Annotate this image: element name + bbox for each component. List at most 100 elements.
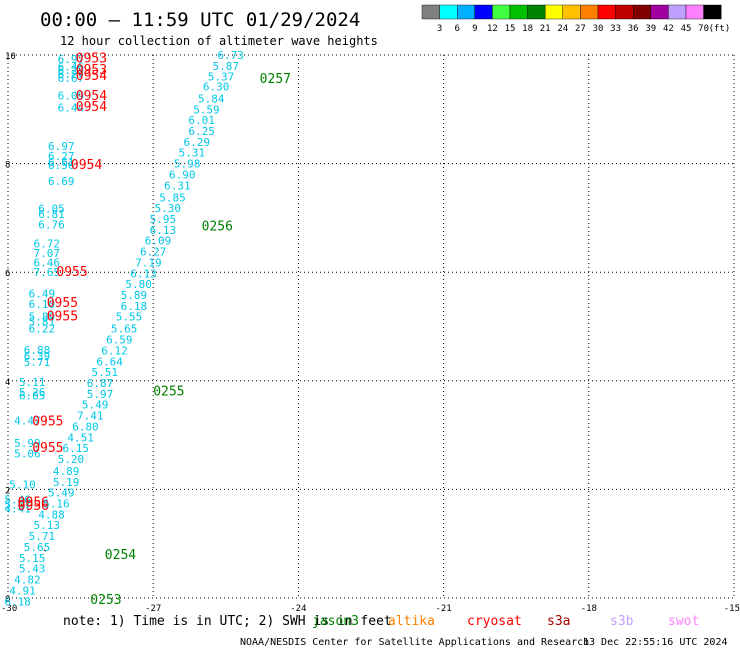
y-tick-label: 6 xyxy=(5,269,10,279)
swh-value-label: 5.99 xyxy=(14,437,41,450)
x-tick-label: -24 xyxy=(290,604,306,614)
x-tick-label: -27 xyxy=(145,604,161,614)
swh-value-label: 5.46 xyxy=(4,494,31,507)
swh-value-label: 5.55 xyxy=(116,311,143,324)
color-swatch xyxy=(545,4,564,20)
color-scale-label: 45 xyxy=(681,24,692,34)
swh-value-label: 7.65 xyxy=(33,266,60,279)
pass-time-label: 0955 xyxy=(56,265,87,280)
color-swatch xyxy=(633,4,652,20)
swh-value-label: 6.15 xyxy=(63,442,90,455)
pass-time-label: 0956 xyxy=(18,495,49,510)
satellite-track: 6.735.875.376.305.845.596.016.256.295.31… xyxy=(4,49,291,608)
color-swatch xyxy=(509,4,528,20)
units-note: note: 1) Time is in UTC; 2) SWH is in fe… xyxy=(63,614,392,629)
swh-value-label: 5.95 xyxy=(150,213,177,226)
swh-plot-area: 6.976.466.226.276.676.096.446.976.276.61… xyxy=(4,49,291,608)
swh-value-label: 6.05 xyxy=(19,389,46,402)
color-scale-label: 30 xyxy=(593,24,604,34)
axis-tick-labels: -30 -27 -24 -21 -18 -15 0 2 4 6 8 10 xyxy=(1,52,740,614)
color-scale-label: 27 xyxy=(575,24,586,34)
swh-value-label: 6.13 xyxy=(130,267,157,280)
swh-value-label: 4.82 xyxy=(14,574,41,587)
color-scale-label: 18 xyxy=(522,24,533,34)
swh-value-label: 5.13 xyxy=(33,519,60,532)
swh-value-label: 5.49 xyxy=(82,399,109,412)
color-scale-label: 15 xyxy=(505,24,516,34)
chart-title: 00:00 – 11:59 UTC 01/29/2024 xyxy=(40,9,360,31)
swh-value-label: 5.26 xyxy=(19,386,46,399)
swh-value-label: 7.19 xyxy=(135,256,162,269)
pass-time-label: 0256 xyxy=(202,220,233,235)
color-scale-label: 42 xyxy=(663,24,674,34)
swh-value-label: 6.13 xyxy=(150,224,177,237)
lat-lon-grid xyxy=(7,54,735,599)
swh-value-label: 6.67 xyxy=(58,72,85,85)
color-swatch xyxy=(527,4,546,20)
swh-value-label: 6.49 xyxy=(29,287,56,300)
x-tick-label: -30 xyxy=(1,604,17,614)
color-swatch xyxy=(650,4,669,20)
swh-value-label: 5.80 xyxy=(125,278,152,291)
swh-value-label: 4.89 xyxy=(53,465,80,478)
swh-value-label: 5.49 xyxy=(48,487,75,500)
pass-time-label: 0257 xyxy=(260,72,291,87)
color-scale-label: 21 xyxy=(540,24,551,34)
color-scale-label: (ft) xyxy=(709,24,731,34)
swh-value-label: 5.15 xyxy=(19,552,46,565)
satellite-legend: jason3 altika cryosat s3a s3b swot xyxy=(312,614,699,629)
satellite-legend-item: jason3 xyxy=(312,614,359,629)
swh-value-label: 6.27 xyxy=(140,246,167,259)
pass-time-label: 0954 xyxy=(71,158,102,173)
color-swatch xyxy=(439,4,458,20)
swh-value-label: 6.05 xyxy=(38,203,65,216)
swh-value-label: 6.72 xyxy=(33,237,60,250)
swh-value-label: 6.27 xyxy=(48,150,75,163)
color-scale-label: 70 xyxy=(698,24,709,34)
color-swatch xyxy=(668,4,687,20)
x-tick-label: -15 xyxy=(724,604,740,614)
swh-value-label: 6.25 xyxy=(188,125,215,138)
swh-value-label: 6.46 xyxy=(33,256,60,269)
swh-value-label: 5.43 xyxy=(19,563,46,576)
y-tick-label: 0 xyxy=(5,595,10,605)
color-swatch xyxy=(562,4,581,20)
swh-value-label: 7.41 xyxy=(77,410,104,423)
swh-value-label: 6.73 xyxy=(217,49,244,62)
swh-value-label: 6.12 xyxy=(101,344,128,357)
swh-value-label: 6.46 xyxy=(58,60,85,73)
satellite-legend-item: swot xyxy=(668,614,699,629)
swh-value-label: 6.64 xyxy=(96,355,123,368)
color-swatch xyxy=(492,4,511,20)
swh-value-label: 6.01 xyxy=(188,114,215,127)
credit-line: NOAA/NESDIS Center for Satellite Applica… xyxy=(240,637,589,648)
swh-value-label: 6.56 xyxy=(48,159,75,172)
swh-value-label: 5.19 xyxy=(53,476,80,489)
swh-value-label: 5.85 xyxy=(159,191,186,204)
pass-time-label: 0954 xyxy=(76,89,107,104)
pass-time-label: 0253 xyxy=(90,593,121,608)
swh-value-label: 6.97 xyxy=(48,140,75,153)
swh-value-label: 6.97 xyxy=(58,53,85,66)
color-swatch xyxy=(457,4,476,20)
swh-value-label: 5.84 xyxy=(198,92,225,105)
swh-value-label: 6.27 xyxy=(58,68,85,81)
swh-value-label: 5.71 xyxy=(24,356,51,369)
swh-value-label: 6.44 xyxy=(58,102,85,115)
swh-value-label: 5.89 xyxy=(29,311,56,324)
swh-value-label: 5.47 xyxy=(4,499,31,512)
swh-value-label: 6.22 xyxy=(29,323,56,336)
pass-time-label: 0254 xyxy=(105,548,136,563)
color-swatch xyxy=(703,4,722,20)
swh-value-label: 6.87 xyxy=(87,377,114,390)
swh-value-label: 5.51 xyxy=(92,366,119,379)
swh-value-label: 5.59 xyxy=(193,103,220,116)
x-tick-label: -18 xyxy=(581,604,597,614)
swh-value-label: 5.10 xyxy=(9,479,36,492)
swh-value-label: 7.07 xyxy=(33,247,60,260)
color-swatch xyxy=(615,4,634,20)
swh-value-label: 6.61 xyxy=(48,156,75,169)
color-scale-label: 39 xyxy=(645,24,656,34)
color-scale-label: 12 xyxy=(487,24,498,34)
